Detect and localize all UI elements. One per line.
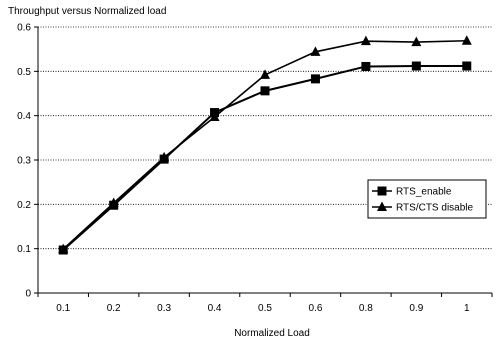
- y-tick-label: 0.6: [17, 23, 31, 34]
- y-tick-label: 0: [25, 289, 31, 300]
- data-point-rts-enable: [260, 86, 270, 96]
- legend-label-rts-enable: RTS_enable: [396, 187, 452, 198]
- y-tick-label: 0.2: [17, 200, 31, 211]
- data-point-rts-enable: [462, 61, 472, 71]
- x-tick-label: 1: [464, 303, 470, 314]
- legend-label-rts-cts-disable: RTS/CTS disable: [396, 203, 474, 214]
- y-axis-ticks: 0 0.1 0.2 0.3 0.4 0.5 0.6: [17, 23, 38, 300]
- legend-box: [367, 179, 487, 219]
- data-point-rts-cts-disable: [411, 36, 422, 47]
- data-point-rts-cts-disable: [209, 111, 220, 121]
- data-point-rts-enable: [361, 61, 371, 71]
- chart-title: Throughput versus Normalized load: [8, 6, 166, 17]
- x-tick-label: 0.9: [409, 303, 423, 314]
- x-axis-ticks: 0.1 0.2 0.3 0.4 0.5 0.6 0.8 0.9 1: [37, 293, 493, 314]
- data-point-rts-cts-disable: [108, 197, 119, 208]
- legend: RTS_enable RTS/CTS disable: [367, 179, 487, 219]
- y-tick-label: 0.4: [17, 111, 31, 122]
- data-point-rts-cts-disable: [58, 243, 69, 254]
- data-point-rts-cts-disable: [461, 35, 472, 45]
- x-axis-title: Normalized Load: [234, 328, 310, 339]
- x-tick-label: 0.2: [107, 303, 121, 314]
- x-tick-label: 0.8: [359, 303, 373, 314]
- y-tick-label: 0.1: [17, 244, 31, 255]
- data-point-rts-cts-disable: [360, 35, 371, 46]
- x-tick-label: 0.4: [208, 303, 222, 314]
- data-point-rts-cts-disable: [159, 151, 170, 162]
- data-point-rts-cts-disable: [310, 46, 321, 56]
- series-group: [58, 35, 472, 255]
- x-tick-label: 0.1: [56, 303, 70, 314]
- x-tick-label: 0.6: [308, 303, 322, 314]
- x-tick-label: 0.5: [258, 303, 272, 314]
- data-point-rts-enable: [310, 74, 320, 84]
- data-point-rts-enable: [411, 61, 421, 71]
- y-tick-label: 0.3: [17, 156, 31, 167]
- legend-marker-rts-enable: [377, 186, 387, 196]
- y-tick-label: 0.5: [17, 67, 31, 78]
- x-tick-label: 0.3: [157, 303, 171, 314]
- legend-marker-rts-cts-disable: [377, 201, 387, 211]
- data-point-rts-cts-disable: [260, 69, 270, 79]
